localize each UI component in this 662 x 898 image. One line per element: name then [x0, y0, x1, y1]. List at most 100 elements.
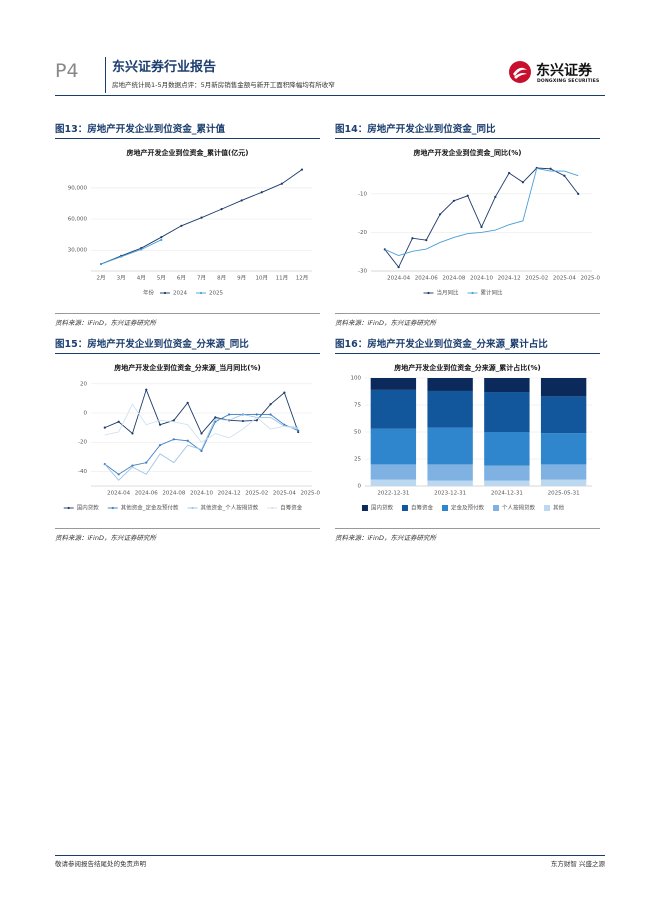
bar-segment	[484, 378, 530, 393]
data-point	[452, 199, 455, 202]
data-point	[172, 419, 175, 422]
series-line	[384, 167, 579, 257]
x-tick-label: 2025-04	[273, 491, 296, 497]
x-tick-label: 8月	[217, 275, 226, 282]
legend-label: 国内贷款	[371, 504, 394, 512]
data-point	[300, 168, 304, 171]
data-point	[521, 181, 525, 184]
x-tick-label: 2023-12-31	[434, 491, 466, 497]
data-point	[508, 171, 511, 175]
legend-label: 2025	[209, 291, 223, 297]
legend-swatch	[271, 506, 274, 510]
legend-label: 自筹资金	[411, 504, 434, 512]
data-point	[549, 167, 552, 170]
data-point	[131, 464, 134, 467]
legend-swatch	[191, 506, 194, 510]
bar-segment	[540, 433, 587, 465]
footer-right: 东方财智 兴盛之源	[550, 860, 605, 868]
bar-segment	[484, 480, 530, 486]
logo-swirl	[513, 67, 527, 76]
x-tick-label: 2024-04	[387, 276, 410, 282]
x-tick-label: 11月	[276, 275, 289, 282]
logo-subtext: DONGXING SECURITIES	[537, 79, 600, 84]
data-point	[180, 224, 183, 227]
x-tick-label: 2025-04	[553, 276, 576, 282]
legend-swatch	[427, 291, 430, 295]
data-point	[494, 195, 497, 199]
footer-left: 敬请参阅报告结尾处的免责声明	[55, 860, 146, 868]
data-point	[131, 432, 134, 435]
x-tick-label: 2024-10	[190, 491, 213, 497]
x-tick-label: 2月	[97, 275, 106, 282]
legend-label: 个人按揭贷款	[502, 504, 536, 512]
y-tick-label: 0	[358, 484, 362, 490]
x-tick-label: 2022-12-31	[377, 491, 409, 497]
data-point	[214, 416, 217, 419]
data-point	[425, 239, 428, 242]
data-point	[186, 401, 189, 404]
legend-swatch	[199, 291, 203, 295]
bar-segment	[484, 392, 530, 432]
data-point	[438, 213, 442, 216]
data-point	[145, 388, 148, 391]
legend-swatch	[441, 505, 448, 511]
data-point	[255, 419, 258, 422]
data-point	[255, 413, 258, 416]
y-tick-label: -20	[358, 230, 367, 236]
legend-label: 国内贷款	[77, 504, 100, 512]
y-tick-label: 30,000	[68, 248, 88, 254]
legend-swatch	[471, 291, 474, 295]
data-point	[220, 208, 223, 211]
data-point	[260, 191, 263, 194]
data-point	[160, 236, 163, 239]
legend-swatch	[401, 505, 408, 511]
data-point	[269, 413, 272, 416]
x-tick-label: 2025-06	[301, 491, 320, 497]
legend-title: 年份	[143, 289, 155, 297]
bar-segment	[427, 480, 473, 486]
chart: 房地产开发企业到位资金_分来源_累计占比(%) 0 25 50 75 100 2022-12…	[351, 363, 592, 512]
bar-segment	[484, 432, 530, 466]
data-point	[117, 420, 120, 423]
data-point	[214, 420, 217, 423]
x-tick-label: 2024-04	[107, 491, 130, 497]
x-tick-label: 2025-05-31	[548, 491, 580, 497]
bar-segment	[540, 396, 587, 434]
figure-source: 资料来源：iFinD，东兴证券研究所	[55, 313, 320, 327]
x-tick-label: 2024-12	[218, 491, 241, 497]
logo-circle	[509, 61, 531, 83]
x-tick-label: 9月	[237, 275, 246, 282]
data-point	[297, 429, 300, 432]
y-tick-label: 100	[351, 376, 362, 382]
x-tick-label: 4月	[137, 275, 146, 282]
figure-title: 图14：房地产开发企业到位资金_同比	[335, 121, 600, 139]
bar-segment	[370, 479, 417, 486]
legend-label: 其他资金_定金及预付款	[121, 504, 179, 512]
figure-source: 资料来源：iFinD，东兴证券研究所	[55, 528, 320, 542]
legend-label: 当月同比	[436, 289, 459, 297]
legend-label: 2024	[173, 291, 187, 297]
y-tick-label: 60,000	[68, 217, 88, 223]
x-tick-label: 5月	[157, 275, 166, 282]
legend-swatch	[361, 505, 368, 511]
x-tick-label: 7月	[197, 275, 206, 282]
x-tick-label: 2025-02	[525, 276, 548, 282]
figure-title: 图15：房地产开发企业到位资金_分来源_同比	[55, 336, 320, 354]
legend-label: 定金及预付款	[451, 504, 485, 512]
data-point	[228, 413, 231, 416]
bar-segment	[370, 389, 417, 429]
data-point	[241, 419, 245, 423]
data-point	[200, 432, 203, 435]
divider	[105, 57, 106, 93]
data-point	[269, 403, 272, 406]
data-point	[103, 426, 106, 429]
bar-segment	[540, 464, 587, 480]
bar-segment	[427, 427, 473, 465]
bar-segment	[427, 464, 473, 481]
data-point	[186, 439, 189, 442]
y-tick-label: -20	[78, 440, 87, 446]
chart: 房地产开发企业到位资金_同比(%) -10 -20 -30 2024-04 2024-06…	[358, 148, 600, 297]
y-tick-label: 25	[354, 457, 361, 463]
x-tick-label: 2024-06	[415, 276, 438, 282]
legend-swatch	[493, 505, 500, 511]
